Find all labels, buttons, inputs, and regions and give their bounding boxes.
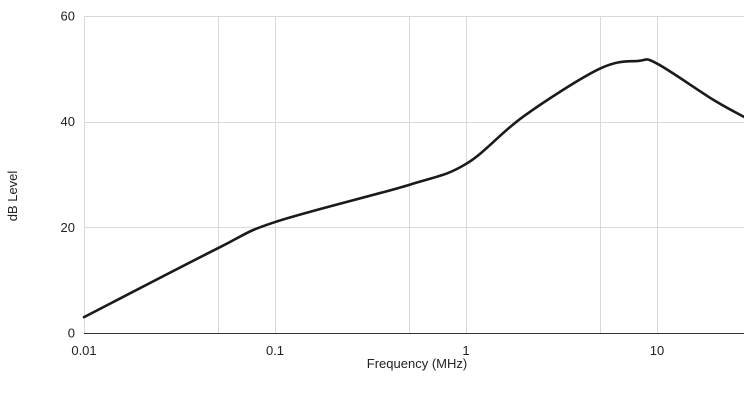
x-tick-label: 0.1 — [266, 343, 284, 358]
y-axis-tick-labels: 0 20 40 60 — [61, 9, 75, 341]
gridlines — [84, 16, 744, 333]
x-tick-label: 0.01 — [71, 343, 96, 358]
y-axis-title: dB Level — [5, 171, 20, 222]
x-tick-label: 1 — [462, 343, 469, 358]
x-tick-label: 10 — [650, 343, 664, 358]
plot-series — [82, 58, 744, 319]
y-tick-label: 0 — [68, 326, 75, 341]
x-axis-tick-labels: 0.01 0.1 1 10 — [71, 343, 664, 358]
series-line-0 — [82, 58, 744, 319]
y-tick-label: 60 — [61, 9, 75, 24]
y-tick-label: 20 — [61, 220, 75, 235]
x-axis-title: Frequency (MHz) — [367, 356, 467, 371]
y-tick-label: 40 — [61, 114, 75, 129]
